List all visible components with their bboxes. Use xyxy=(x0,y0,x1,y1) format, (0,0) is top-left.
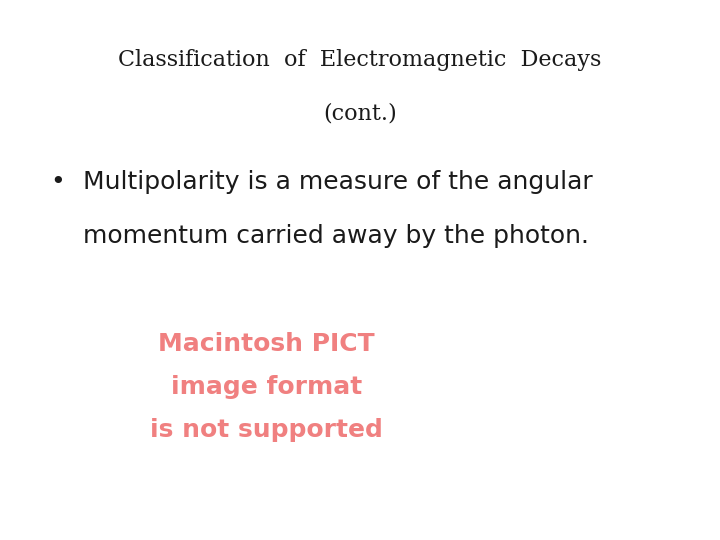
Text: image format: image format xyxy=(171,375,362,399)
Text: momentum carried away by the photon.: momentum carried away by the photon. xyxy=(83,224,589,248)
Text: •: • xyxy=(50,170,65,194)
Text: (cont.): (cont.) xyxy=(323,103,397,125)
Text: Classification  of  Electromagnetic  Decays: Classification of Electromagnetic Decays xyxy=(118,49,602,71)
Text: Macintosh PICT: Macintosh PICT xyxy=(158,332,374,356)
Text: is not supported: is not supported xyxy=(150,418,383,442)
Text: Multipolarity is a measure of the angular: Multipolarity is a measure of the angula… xyxy=(83,170,593,194)
